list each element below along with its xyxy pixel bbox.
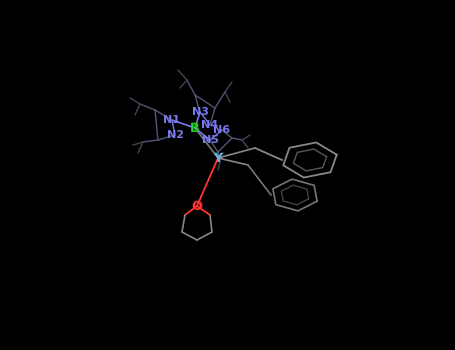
Text: N6: N6 <box>213 125 231 135</box>
Text: N3: N3 <box>192 107 208 117</box>
Text: N5: N5 <box>202 135 218 145</box>
Text: Y: Y <box>213 151 223 165</box>
Text: B: B <box>190 121 200 134</box>
Text: B: B <box>190 121 200 135</box>
Text: O: O <box>191 199 203 213</box>
Text: Y: Y <box>213 152 222 164</box>
Text: N1: N1 <box>163 115 181 125</box>
Text: O: O <box>192 199 202 212</box>
Text: N4: N4 <box>202 120 218 130</box>
Text: N2: N2 <box>167 130 183 140</box>
